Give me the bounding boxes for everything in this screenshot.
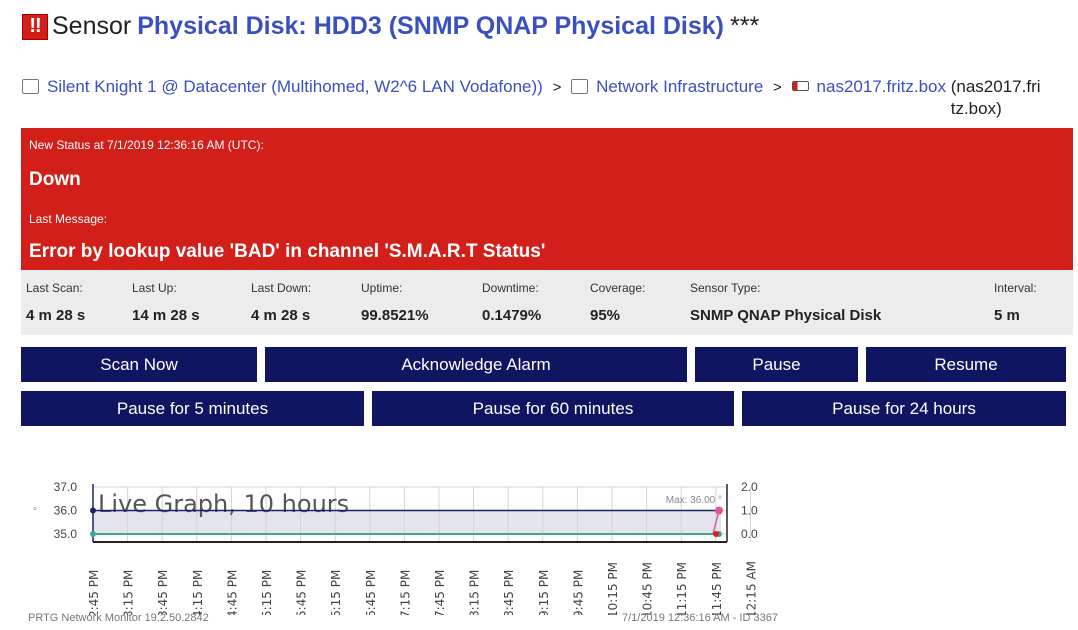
x-tick-label: 10:45 PM [641,562,655,615]
x-tick-label: 6:45 PM [364,570,378,615]
x-tick-label: 11:15 PM [675,562,689,615]
stat-value: 5 m [994,307,1020,324]
y-tick-label-left: 36.0 [54,504,78,518]
x-tick-label: 8:45 PM [502,570,516,615]
stat-label: Last Up: [132,281,177,295]
series-line [712,510,720,535]
probe-icon [22,79,39,94]
stat-downtime: Downtime: 0.1479% [482,281,541,324]
x-tick-label: 4:15 PM [191,570,205,615]
stat-value: 0.1479% [482,307,542,324]
stat-interval: Interval: 5 m [994,281,1037,324]
stat-value: 14 m 28 s [132,307,200,324]
pause-24-hours-button[interactable]: Pause for 24 hours [742,391,1066,426]
x-tick-label: 6:15 PM [329,570,343,615]
stats-bar: Last Scan: 4 m 28 s Last Up: 14 m 28 s Las… [21,270,1073,335]
stat-value: 4 m 28 s [26,307,86,324]
breadcrumb-probe[interactable]: Silent Knight 1 @ Datacenter (Multihomed… [47,77,543,96]
last-message: Error by lookup value 'BAD' in channel '… [29,241,546,262]
scan-now-button[interactable]: Scan Now [21,347,257,382]
y-tick-label-left: 35.0 [54,527,78,541]
x-tick-label: 8:15 PM [468,570,482,615]
x-tick-label: 7:45 PM [433,570,447,615]
breadcrumb-separator: > [552,79,562,96]
status-panel: New Status at 7/1/2019 12:36:16 AM (UTC)… [21,128,1073,270]
stat-value: SNMP QNAP Physical Disk [690,307,882,324]
stat-last-up: Last Up: 14 m 28 s [132,281,200,324]
x-tick-label: 3:15 PM [122,570,136,615]
x-tick-label: 5:45 PM [295,570,309,615]
stat-sensor-type: Sensor Type: SNMP QNAP Physical Disk [690,281,881,324]
stat-label: Interval: [994,281,1037,295]
breadcrumb-separator: > [773,79,782,96]
pause-60-minutes-button[interactable]: Pause for 60 minutes [372,391,734,426]
acknowledge-alarm-button[interactable]: Acknowledge Alarm [265,347,687,382]
x-tick-label: 7:15 PM [398,570,412,615]
message-label: Last Message: [29,212,108,226]
title-prefix: Sensor [52,12,132,40]
x-tick-label: 11:45 PM [710,562,724,615]
footer-timestamp: 7/1/2019 12:36:16 AM - ID 3367 [622,612,778,624]
y-tick-label-left: 37.0 [54,480,78,494]
breadcrumb-device[interactable]: nas2017.fritz.box [816,77,946,96]
stat-coverage: Coverage: 95% [590,281,645,324]
stat-last-down: Last Down: 4 m 28 s [251,281,311,324]
status-heading: New Status at 7/1/2019 12:36:16 AM (UTC)… [29,138,264,152]
stat-value: 95% [590,307,621,324]
stat-label: Uptime: [361,281,403,295]
left-unit-label: ° [33,507,37,518]
x-tick-label: 9:15 PM [537,570,551,615]
pause-5-minutes-button[interactable]: Pause for 5 minutes [21,391,364,426]
stat-label: Last Scan: [26,281,83,295]
x-tick-label: 12:15 AM [744,561,758,615]
y-tick-label-right: 2.0 [741,480,758,494]
chart-title: Live Graph, 10 hours [98,490,349,518]
stat-uptime: Uptime: 99.8521% [361,281,429,324]
max-annotation: Max: 36.00 ° [666,495,722,506]
device-host: (nas2017.fritz.box) [950,77,1041,118]
x-tick-label: 4:45 PM [225,570,239,615]
stat-value: 99.8521% [361,307,429,324]
stat-label: Downtime: [482,281,539,295]
x-tick-label: 9:45 PM [571,570,585,615]
stat-value: 4 m 28 s [251,307,311,324]
stat-label: Last Down: [251,281,312,295]
x-tick-label: 5:15 PM [260,570,274,615]
x-tick-label: 3:45 PM [156,570,170,615]
live-graph: 2:45 PM 3:15 PM 3:45 PM 4:15 PM 4:45 PM 5:15 … [33,480,758,615]
status-value: Down [29,169,81,190]
x-tick-label: 2:45 PM [87,570,101,615]
stat-label: Sensor Type: [690,281,761,295]
breadcrumb-group[interactable]: Network Infrastructure [596,77,764,96]
priority-stars[interactable]: *** [730,12,760,40]
alarm-icon: !! [22,13,48,40]
pause-button[interactable]: Pause [695,347,858,382]
resume-button[interactable]: Resume [866,347,1066,382]
footer-version: PRTG Network Monitor 19.2.50.2842 [28,612,209,624]
group-icon [571,79,589,94]
y-tick-label-right: 1.0 [741,504,758,518]
plot-fill [93,511,721,534]
device-icon [791,81,809,91]
breadcrumb: Silent Knight 1 @ Datacenter (Multihomed… [22,76,1072,120]
y-tick-label-right: 0.0 [741,527,758,541]
page-title: !! Sensor Physical Disk: HDD3 (SNMP QNAP… [22,12,759,41]
series-point [713,531,719,537]
x-tick-label: 10:15 PM [606,562,620,615]
series-point [90,531,96,537]
series-point [715,506,723,515]
series-point [90,507,96,514]
stat-last-scan: Last Scan: 4 m 28 s [26,281,85,324]
stat-label: Coverage: [590,281,646,295]
sensor-name-link[interactable]: Physical Disk: HDD3 (SNMP QNAP Physical … [137,12,725,40]
